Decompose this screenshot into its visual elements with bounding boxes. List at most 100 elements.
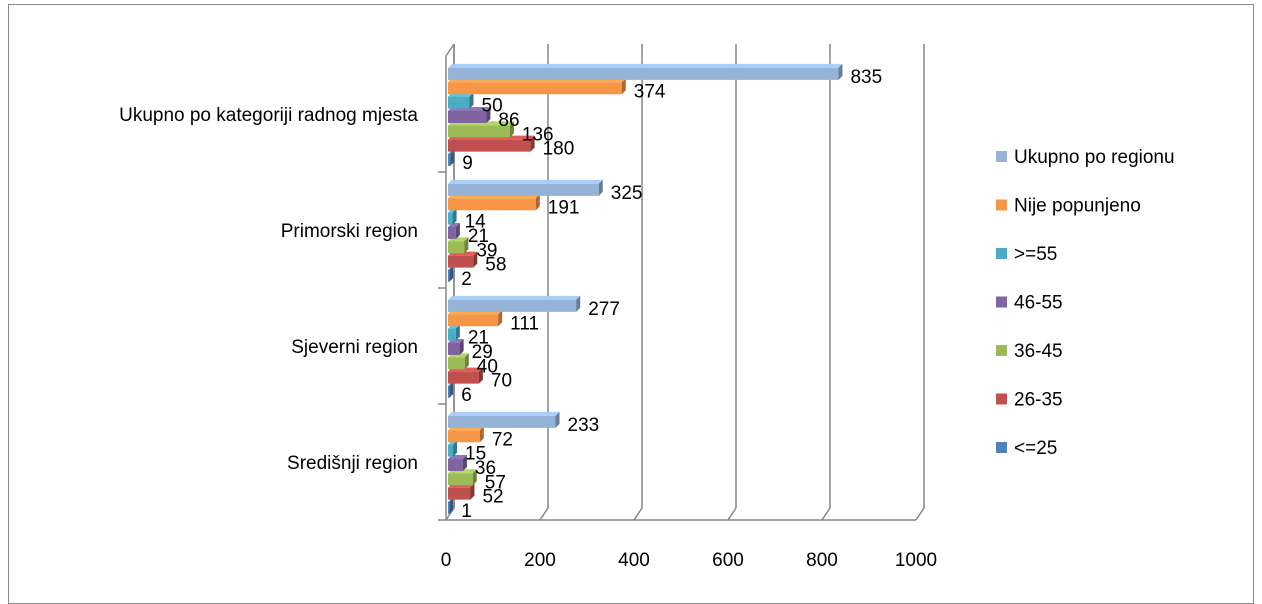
data-label: 36 (475, 458, 496, 479)
bar-end (576, 295, 581, 312)
bar (448, 299, 577, 312)
bar-top (448, 295, 581, 300)
floor-gridline (539, 507, 549, 521)
category-labels: Središnji region Sjeverni region Primorski… (119, 105, 418, 474)
data-labels: 1525736157223367040292111127725839211419… (461, 67, 882, 522)
data-label: 39 (476, 240, 497, 261)
bar-end (472, 469, 477, 486)
data-label: 14 (465, 212, 487, 233)
x-tick-label: 800 (806, 550, 838, 571)
legend-swatch (996, 151, 1007, 162)
bar-top (448, 179, 603, 184)
legend-swatch (996, 248, 1007, 259)
data-label: 86 (498, 110, 519, 131)
data-label: 70 (491, 371, 512, 392)
bar-end (530, 135, 535, 152)
bar-end (469, 92, 474, 109)
bar-end (478, 367, 483, 384)
data-label: 29 (472, 342, 493, 363)
bar (448, 226, 456, 239)
data-label: 6 (461, 385, 472, 406)
bar-end (486, 106, 491, 123)
data-label: 9 (462, 153, 473, 174)
bar (448, 212, 453, 225)
legend-label: >=55 (1014, 244, 1057, 265)
bar-end (621, 78, 626, 95)
bar (448, 125, 510, 138)
data-label: 111 (510, 313, 539, 334)
legend-swatch (996, 393, 1007, 405)
bar-end (455, 222, 460, 239)
bar (448, 67, 839, 80)
bar-end (838, 63, 843, 80)
data-label: 180 (543, 139, 575, 160)
legend-label: Ukupno po regionu (1014, 147, 1175, 168)
legend-label: 26-35 (1014, 390, 1063, 411)
bar-end (449, 498, 454, 514)
bar (448, 96, 470, 109)
bar (448, 328, 456, 341)
data-label: 52 (482, 487, 503, 508)
bar-end (455, 324, 460, 341)
bar (448, 139, 531, 152)
bar-end (462, 454, 467, 471)
category-label: Ukupno po kategoriji radnog mjesta (119, 105, 418, 126)
bar-end (449, 266, 454, 282)
legend-label: Nije popunjeno (1014, 196, 1141, 217)
legend-label: 46-55 (1014, 293, 1063, 314)
bar-end (464, 353, 469, 370)
legend-swatch (996, 199, 1007, 211)
data-label: 58 (485, 255, 506, 276)
bar-top (448, 222, 460, 227)
legend: Ukupno po regionu Nije popunjeno >=55 46-55… (996, 147, 1175, 459)
bar (448, 314, 499, 327)
data-label: 325 (611, 183, 643, 204)
data-label: 191 (548, 197, 580, 218)
bar (448, 255, 474, 268)
legend-label: <=25 (1014, 438, 1057, 459)
bar-end (535, 194, 540, 211)
bar-end (498, 310, 503, 327)
bar (448, 430, 480, 443)
bar-end (473, 251, 478, 268)
data-label: 1 (461, 501, 472, 522)
data-label: 2 (461, 269, 472, 290)
bar (448, 415, 556, 428)
floor-gridline (915, 507, 925, 521)
bar (448, 82, 622, 95)
data-label: 15 (465, 444, 486, 465)
bar-end (464, 237, 469, 254)
bar-end (450, 150, 455, 166)
legend-swatch (996, 345, 1007, 356)
bar (448, 110, 487, 123)
bar (448, 270, 450, 282)
bar (448, 458, 463, 471)
floor-gridline (727, 507, 737, 521)
floor-gridline (821, 507, 831, 521)
bar-end (449, 382, 454, 398)
bar-end (452, 208, 457, 225)
bar (448, 357, 465, 370)
floor-gridline (633, 507, 643, 521)
category-label: Središnji region (287, 453, 418, 474)
category-label: Sjeverni region (291, 337, 418, 358)
bar (448, 371, 479, 384)
bar (448, 183, 599, 196)
data-label: 21 (468, 226, 489, 247)
data-label: 72 (492, 429, 513, 450)
x-tick-label: 0 (441, 550, 452, 571)
bar (448, 502, 450, 514)
data-label: 40 (477, 356, 498, 377)
legend-swatch (996, 296, 1007, 308)
data-label: 233 (568, 415, 600, 436)
bar (448, 444, 454, 457)
data-label: 57 (485, 472, 506, 493)
data-label: 136 (522, 124, 554, 145)
x-tick-label: 400 (618, 550, 650, 571)
bar (448, 241, 465, 254)
bar (448, 154, 451, 166)
legend-label: 36-45 (1014, 341, 1063, 362)
bar (448, 342, 460, 355)
data-label: 374 (634, 81, 666, 102)
